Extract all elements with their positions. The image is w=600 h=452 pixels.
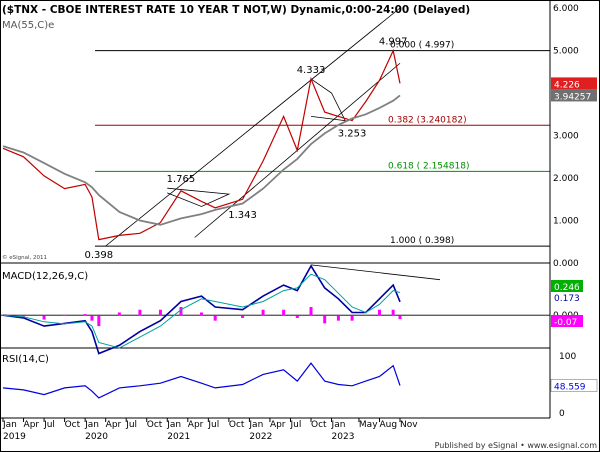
- macd-line: [2, 264, 401, 355]
- fib-level-label: 0.000 ( 4.997): [390, 41, 454, 51]
- macd-histogram-bar: [295, 315, 299, 318]
- x-tick-label: Jan: [166, 420, 181, 430]
- macd-last-tag: [551, 315, 583, 327]
- macd-histogram-bar: [83, 314, 87, 316]
- x-tick-label: Jan: [2, 420, 17, 430]
- price-tick-label: 1.000: [553, 217, 579, 227]
- x-axis: Jan Apr Jul Oct Jan Apr Jul Oct Jan Apr Jul Oct Jan A…: [2, 418, 418, 442]
- x-tick-label: Jul: [289, 420, 301, 430]
- price-tick-label: 0.000: [553, 259, 579, 269]
- x-year-label: 2019: [3, 432, 26, 442]
- macd-histogram-bar: [241, 315, 245, 318]
- last-value-tag: [551, 77, 597, 90]
- x-tick-label: Apr: [270, 420, 286, 430]
- last-value-tag: [551, 89, 597, 102]
- x-tick-label: Jan: [84, 420, 99, 430]
- x-tick-label: Oct: [311, 420, 327, 430]
- x-tick-label: Jan: [331, 420, 346, 430]
- triangle-pattern: [167, 187, 231, 207]
- last-value-label: 4.226: [554, 80, 580, 90]
- x-tick-label: Oct: [147, 420, 163, 430]
- rsi-tick-label: 100: [559, 352, 576, 362]
- x-tick-label: Apr: [106, 420, 122, 430]
- macd-last-label: -0.07: [554, 318, 577, 328]
- macd-histogram-bar: [22, 315, 26, 317]
- x-tick-label: Jul: [43, 420, 55, 430]
- x-tick-label: Nov: [400, 420, 418, 430]
- macd-histogram-bar: [90, 315, 94, 321]
- x-tick-label: May: [359, 420, 378, 430]
- macd-histogram-bar: [42, 315, 46, 320]
- macd-histogram-bar: [97, 315, 101, 327]
- signal-line: [2, 273, 401, 349]
- rsi-label: RSI(14,C): [2, 354, 49, 365]
- macd-histogram-bar: [179, 307, 183, 316]
- rsi-last-tag: [550, 379, 598, 392]
- macd-histogram-bar: [398, 315, 402, 320]
- price-line: [2, 48, 401, 241]
- price-annotation: 1.765: [167, 174, 196, 185]
- macd-histogram-bar: [200, 312, 203, 316]
- x-tick-label: Aug: [379, 420, 397, 430]
- x-year-label: 2020: [85, 432, 108, 442]
- rsi-line: [2, 362, 401, 399]
- price-annotation: 4.333: [297, 65, 326, 76]
- x-year-label: 2023: [332, 432, 355, 442]
- triangle-pattern: [310, 78, 346, 122]
- price-annotation: 0.398: [85, 250, 114, 261]
- macd-histogram-bar: [138, 309, 142, 316]
- x-tick-label: Oct: [229, 420, 245, 430]
- macd-histogram-bar: [350, 315, 354, 321]
- x-year-label: 2022: [249, 432, 272, 442]
- moving-average-line: [2, 94, 401, 226]
- macd-histogram-bar: [213, 315, 217, 321]
- fib-level-label: 0.382 (3.240182): [388, 115, 467, 125]
- macd-histogram-bar: [309, 307, 313, 316]
- macd-histogram-bar: [117, 312, 121, 316]
- macd-last-label: 0.246: [554, 283, 580, 293]
- x-year-label: 2021: [167, 432, 190, 442]
- x-tick-label: Jul: [207, 420, 219, 430]
- macd-histogram-bar: [377, 309, 381, 316]
- chart-title: ($TNX - CBOE INTEREST RATE 10 YEAR T NOT…: [2, 4, 470, 16]
- price-tick-label: 6.000: [553, 4, 579, 14]
- ma-label: MA(55,C)e: [2, 20, 54, 31]
- macd-histogram-bar: [323, 315, 327, 324]
- rsi-panel: 05010048.559: [0, 352, 598, 419]
- fib-level-label: 0.618 ( 2.154818): [388, 161, 469, 171]
- copyright-label: © eSignal, 2011: [2, 254, 47, 261]
- macd-histogram-bar: [391, 309, 395, 316]
- price-tick-label: 3.000: [553, 132, 579, 142]
- x-tick-label: Apr: [24, 420, 40, 430]
- macd-histogram-bar: [282, 309, 286, 316]
- trend-channel-line: [105, 7, 401, 247]
- rsi-last-label: 48.559: [554, 382, 586, 392]
- macd-label: MACD(12,26,9,C): [2, 271, 88, 282]
- x-tick-label: Apr: [188, 420, 204, 430]
- macd-histogram-bar: [261, 309, 265, 316]
- x-tick-label: Jan: [248, 420, 263, 430]
- x-tick-label: Jul: [125, 420, 137, 430]
- macd-divergence-line: [310, 264, 441, 281]
- macd-histogram-bar: [63, 314, 67, 316]
- price-annotation: 3.253: [338, 129, 367, 140]
- macd-histogram-bar: [336, 315, 340, 321]
- rsi-tick-label: 0: [559, 409, 565, 419]
- macd-histogram-bar: [364, 315, 368, 316]
- fib-level-label: 1.000 ( 0.398): [390, 236, 454, 246]
- footer-published: Published by eSignal • www.esignal.com: [435, 441, 598, 450]
- x-tick-label: Oct: [65, 420, 81, 430]
- macd-last-label: 0.173: [554, 294, 580, 304]
- price-tick-label: 2.000: [553, 174, 579, 184]
- price-annotation: 1.343: [228, 210, 257, 221]
- price-panel: 0.0001.0002.0003.0004.0005.0006.0000.000…: [0, 4, 597, 269]
- macd-histogram-bar: [158, 309, 162, 316]
- price-tick-label: 5.000: [553, 47, 579, 57]
- price-annotation: 4.997: [379, 37, 408, 48]
- last-value-label: 3.94257: [554, 92, 591, 102]
- macd-last-tag: [551, 280, 583, 292]
